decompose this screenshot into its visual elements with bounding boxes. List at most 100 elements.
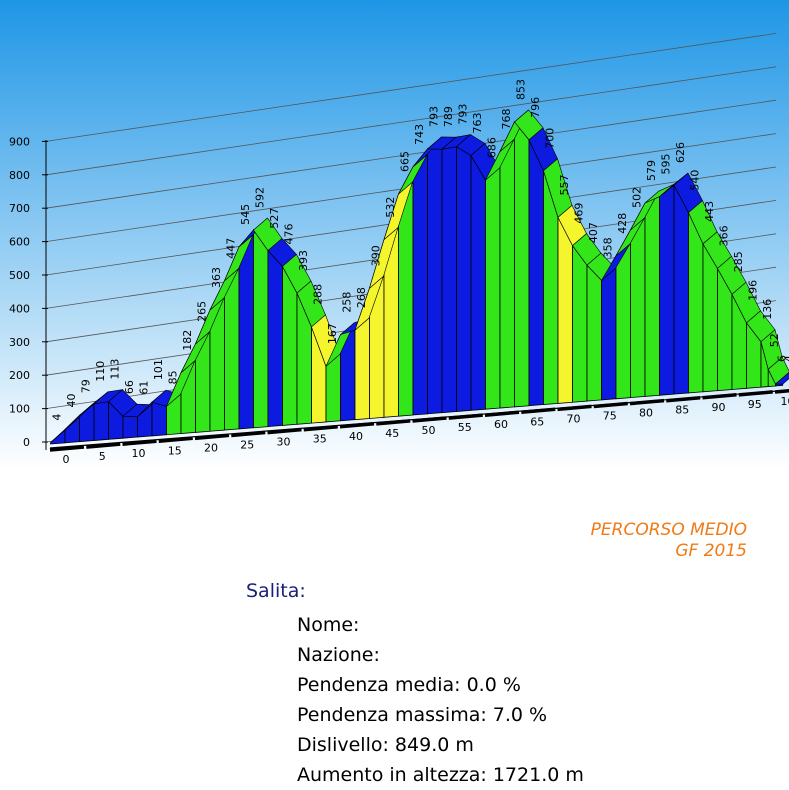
elevation-label: 768 [500, 109, 513, 130]
elevation-label: 665 [399, 151, 412, 172]
elevation-label: 265 [196, 301, 209, 322]
elevation-label: 101 [152, 359, 165, 380]
elevation-label: 532 [384, 197, 397, 218]
route-title-line2: GF 2015 [591, 541, 747, 562]
elevation-label: 793 [457, 104, 470, 125]
elevation-label: 579 [645, 160, 658, 181]
elevation-label: 113 [109, 359, 122, 380]
elevation-label: 796 [529, 97, 542, 118]
elevation-label: 52 [768, 333, 781, 347]
x-tick-label: 65 [530, 415, 544, 428]
y-tick-label: 900 [9, 135, 30, 148]
profile-band [428, 149, 443, 414]
climb-info: Nome: Nazione: Pendenza media: 0.0 % Pen… [297, 610, 584, 790]
x-tick-label: 50 [422, 424, 436, 437]
x-tick-label: 45 [385, 427, 399, 440]
elevation-label: 686 [486, 137, 499, 158]
climb-elevation-diff: Dislivello: 849.0 m [297, 730, 584, 760]
x-tick-label: 95 [748, 398, 762, 411]
profile-band [94, 402, 109, 441]
profile-band [471, 156, 486, 411]
elevation-label: 4 [783, 355, 789, 362]
x-tick-label: 85 [675, 404, 689, 417]
profile-band [486, 152, 501, 410]
y-tick-label: 400 [9, 302, 30, 315]
elevation-label: 595 [660, 154, 673, 175]
x-tick-label: 15 [168, 444, 182, 457]
elevation-label: 167 [326, 323, 339, 344]
profile-band [254, 230, 269, 428]
y-tick-label: 100 [9, 403, 30, 416]
profile-band [413, 149, 428, 415]
elevation-label: 285 [732, 251, 745, 272]
elevation-label: 196 [747, 280, 760, 301]
x-tick-label: 25 [240, 439, 254, 452]
elevation-label: 61 [138, 381, 151, 395]
elevation-label: 40 [65, 393, 78, 407]
climb-heading: Salita: [246, 580, 306, 602]
elevation-label: 789 [442, 106, 455, 127]
climb-max-gradient: Pendenza massima: 7.0 % [297, 700, 584, 730]
x-tick-label: 40 [349, 430, 363, 443]
elevation-label: 592 [254, 187, 267, 208]
elevation-label: 476 [283, 223, 296, 244]
x-tick-label: 75 [603, 410, 617, 423]
profile-band [123, 416, 138, 438]
elevation-label: 390 [370, 245, 383, 266]
elevation-label: 428 [616, 213, 629, 234]
elevation-label: 258 [341, 292, 354, 313]
elevation-label: 853 [515, 79, 528, 100]
profile-band [529, 140, 544, 406]
elevation-label: 626 [674, 142, 687, 163]
elevation-label: 268 [355, 287, 368, 308]
y-tick-label: 700 [9, 202, 30, 215]
elevation-label: 545 [239, 204, 252, 225]
elevation-label: 363 [210, 267, 223, 288]
y-tick-label: 200 [9, 369, 30, 382]
elevation-label: 527 [268, 208, 281, 229]
x-tick-label: 30 [277, 436, 291, 449]
y-tick-label: 800 [9, 169, 30, 182]
profile-band [515, 122, 530, 407]
climb-name-label: Nome: [297, 610, 584, 640]
elevation-label: 79 [80, 379, 93, 393]
y-tick-label: 600 [9, 236, 30, 249]
x-tick-label: 60 [494, 418, 508, 431]
x-tick-label: 5 [99, 450, 106, 463]
profile-band [645, 197, 660, 397]
x-tick-label: 80 [639, 407, 653, 420]
x-tick-label: 0 [63, 453, 70, 466]
profile-band [152, 402, 167, 436]
elevation-label: 4 [51, 414, 64, 421]
elevation-label: 443 [703, 201, 716, 222]
profile-band [660, 185, 675, 395]
profile-band [573, 246, 588, 403]
route-title: PERCORSO MEDIO GF 2015 [591, 520, 747, 562]
elevation-label: 469 [573, 203, 586, 224]
y-tick-label: 0 [23, 436, 30, 449]
elevation-label: 66 [123, 380, 136, 394]
x-tick-label: 35 [313, 433, 327, 446]
x-tick-label: 10 [132, 447, 146, 460]
x-tick-label: 70 [567, 412, 581, 425]
elevation-label: 366 [718, 225, 731, 246]
x-tick-label: 55 [458, 421, 472, 434]
elevation-label: 793 [428, 106, 441, 127]
elevation-label: 358 [602, 237, 615, 258]
elevation-label: 393 [297, 250, 310, 271]
elevation-label: 182 [181, 330, 194, 351]
y-tick-label: 300 [9, 336, 30, 349]
profile-band [283, 266, 298, 425]
profile-band [442, 147, 457, 413]
profile-band [703, 244, 718, 392]
profile-band [500, 122, 515, 408]
elevation-label: 136 [761, 299, 774, 320]
profile-band [457, 147, 472, 412]
profile-band [587, 265, 602, 401]
elevation-label: 700 [544, 128, 557, 149]
elevation-label: 763 [471, 113, 484, 134]
elevation-label: 557 [558, 174, 571, 195]
profile-band [268, 251, 283, 427]
